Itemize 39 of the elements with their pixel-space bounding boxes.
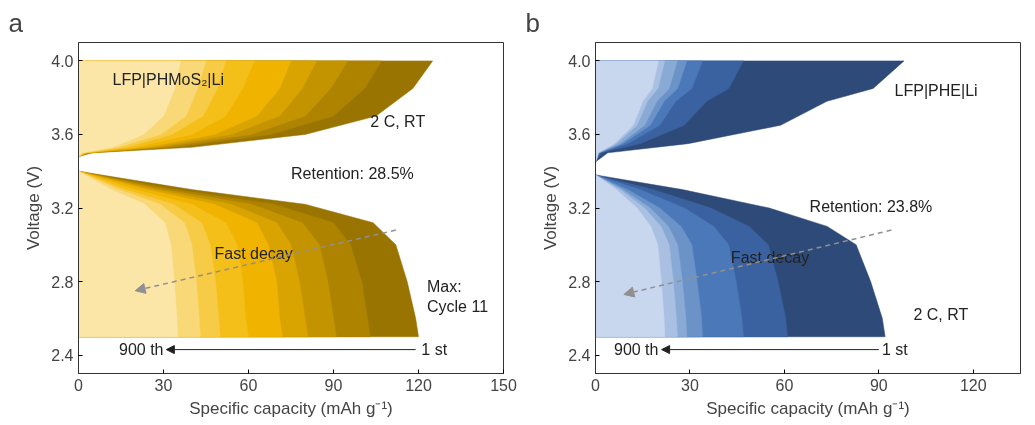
annotation: Fast decay [730, 249, 810, 267]
annotation: 2 C, RT [370, 113, 426, 131]
annotation: Retention: 28.5% [291, 164, 414, 182]
x-tick-label: 0 [591, 376, 601, 394]
annotation: LFP|PHE|Li [894, 81, 978, 99]
annotation: Retention: 23.8% [809, 197, 933, 215]
y-tick-label: 2.8 [51, 273, 74, 291]
annotation: 2 C, RT [913, 306, 969, 324]
chart-title: a [8, 7, 24, 38]
y-tick-label: 2.8 [568, 273, 591, 291]
x-tick-label: 0 [74, 376, 84, 394]
y-tick-label: 3.2 [51, 200, 74, 217]
x-tick-label: 120 [405, 376, 432, 394]
x-tick-label: 30 [154, 376, 173, 394]
x-axis-title: Specific capacity (mAh g⁻¹) [706, 398, 910, 418]
y-tick-label: 3.6 [568, 126, 591, 144]
y-tick-label: 4.0 [568, 52, 591, 70]
x-tick-label: 150 [490, 376, 517, 394]
x-tick-label: 90 [324, 376, 343, 394]
y-axis-title: Voltage (V) [24, 165, 44, 251]
x-tick-label: 60 [239, 376, 258, 394]
y-tick-label: 2.4 [568, 347, 591, 365]
y-tick-label: 4.0 [51, 52, 74, 70]
x-tick-label: 120 [959, 376, 987, 394]
y-tick-label: 3.2 [568, 200, 591, 217]
x-tick-label: 60 [775, 376, 794, 394]
annotation: 900 th [119, 341, 164, 359]
x-axis-title: Specific capacity (mAh g⁻¹) [189, 398, 393, 418]
annotation: 1 st [881, 341, 909, 359]
x-tick-label: 90 [869, 376, 888, 394]
annotation: 1 st [421, 341, 448, 359]
x-tick-label: 30 [681, 376, 699, 394]
chart-title: b [525, 7, 540, 38]
annotation: 900 th [613, 341, 659, 359]
y-tick-label: 2.4 [51, 347, 74, 365]
annotation: Fast decay [214, 245, 293, 263]
y-tick-label: 3.6 [51, 126, 74, 144]
y-axis-title: Voltage (V) [541, 165, 561, 251]
annotation: Max: Cycle 11 [427, 277, 489, 315]
